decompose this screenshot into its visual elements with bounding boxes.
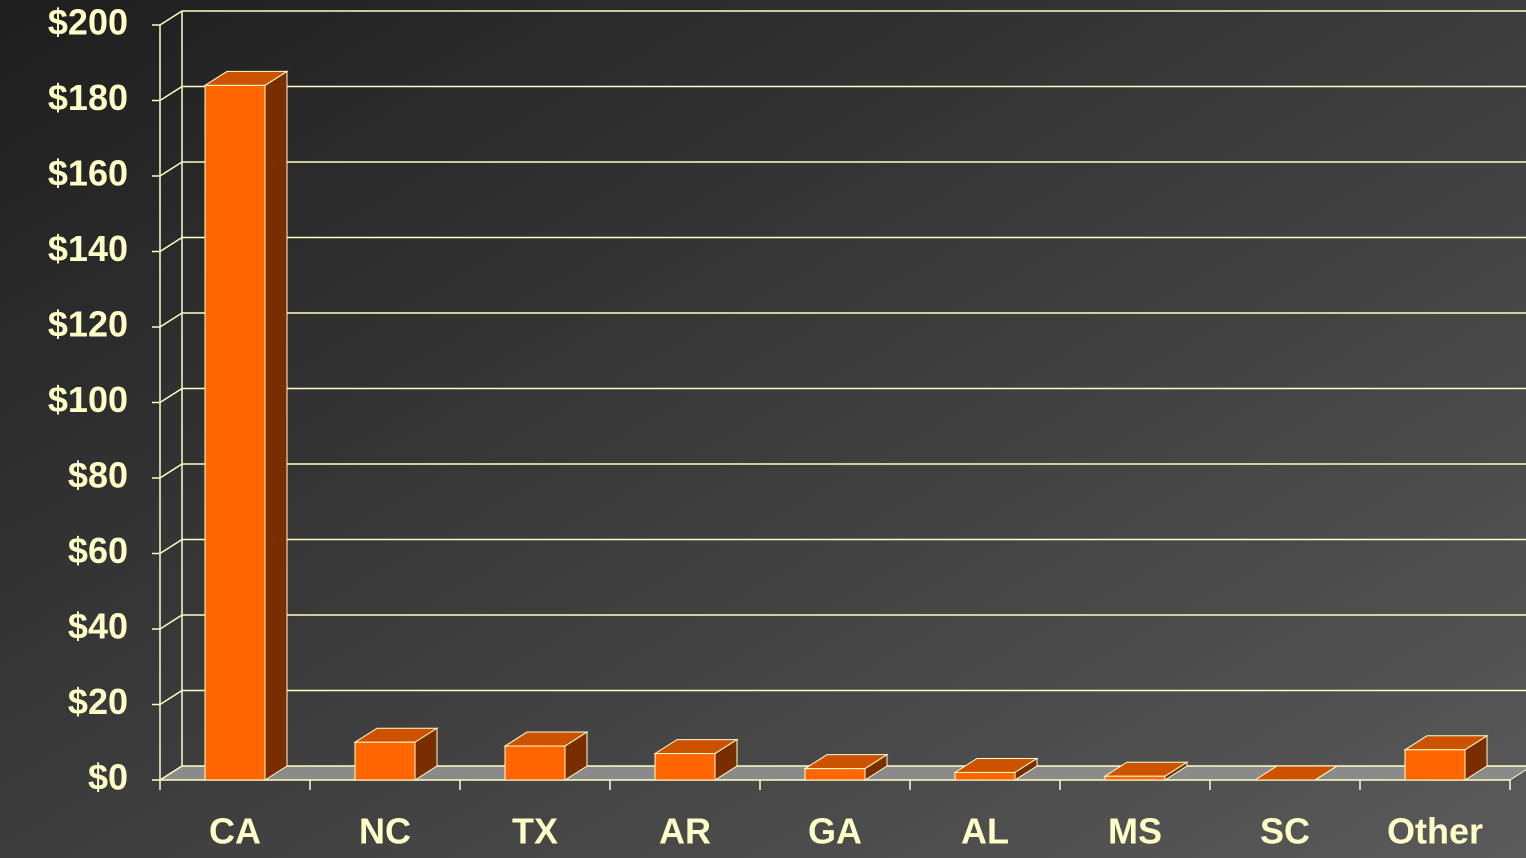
bar	[1403, 734, 1489, 781]
bar-front	[504, 745, 566, 781]
x-tick-label: Other	[1387, 811, 1483, 852]
grid-side	[159, 387, 183, 404]
grid-side	[159, 614, 183, 630]
bar	[653, 738, 739, 781]
bar	[803, 753, 889, 781]
bar	[1103, 761, 1189, 781]
x-tick-label: NC	[359, 811, 411, 852]
x-tick-label: AL	[961, 811, 1009, 852]
bar	[503, 731, 589, 781]
y-tick-label: $100	[48, 379, 128, 420]
x-tick-label: AR	[659, 811, 711, 852]
x-tick-label: CA	[209, 811, 261, 852]
bar-side	[264, 70, 288, 781]
bar	[353, 727, 439, 781]
y-tick-label: $20	[68, 681, 128, 722]
bar-front	[804, 768, 866, 781]
bar-front	[1104, 775, 1166, 781]
bar-front	[204, 84, 266, 781]
y-tick-label: $140	[48, 228, 128, 269]
grid-side	[159, 236, 183, 253]
y-tick-label: $40	[68, 606, 128, 647]
y-tick-label: $180	[48, 77, 128, 118]
bar-front	[354, 741, 416, 781]
y-tick-label: $200	[48, 2, 128, 43]
bar-front	[654, 753, 716, 781]
x-tick-label: TX	[512, 811, 558, 852]
x-tick-label: MS	[1108, 811, 1162, 852]
y-tick-label: $80	[68, 455, 128, 496]
grid-side	[159, 161, 183, 177]
y-tick-label: $60	[68, 530, 128, 571]
x-tick-label: SC	[1260, 811, 1310, 852]
bar-front	[954, 771, 1016, 781]
grid-side	[159, 689, 183, 706]
bar	[1253, 765, 1339, 781]
y-tick-label: $160	[48, 153, 128, 194]
bar	[953, 757, 1039, 781]
y-tick-label: $120	[48, 304, 128, 345]
bar-side	[1314, 765, 1338, 781]
bar	[203, 70, 289, 781]
grid-side	[159, 765, 183, 781]
grid-side	[159, 312, 183, 328]
grid-side	[159, 10, 183, 26]
x-tick-label: GA	[808, 811, 862, 852]
grid-side	[159, 463, 183, 479]
y-tick-label: $0	[88, 757, 128, 798]
bar-front	[1404, 749, 1466, 781]
grid-side	[159, 538, 183, 555]
grid-side	[159, 85, 183, 102]
